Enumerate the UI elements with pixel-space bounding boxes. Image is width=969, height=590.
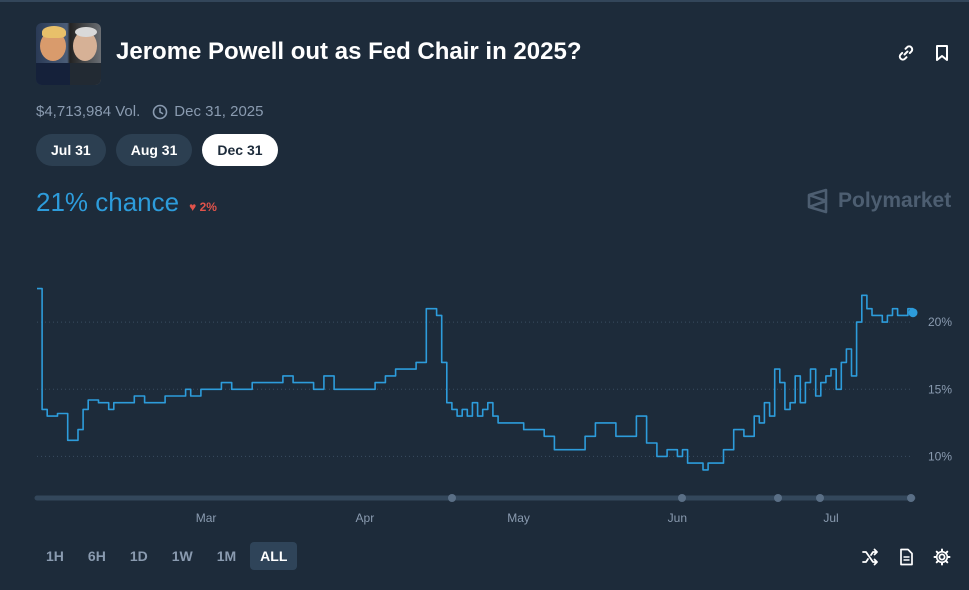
timeline-marker [678, 494, 686, 502]
end-date-text: Dec 31, 2025 [174, 103, 264, 120]
shuffle-icon[interactable] [861, 548, 879, 566]
series-line [37, 287, 914, 471]
clock-icon [152, 104, 168, 119]
market-meta: $4,713,984 Vol. Dec 31, 2025 [36, 103, 264, 120]
range-all-button[interactable]: ALL [250, 542, 298, 570]
document-icon[interactable] [897, 548, 915, 566]
chance-value: 21% chance [36, 187, 180, 217]
x-tick-label: Jun [668, 511, 687, 525]
chance-delta: ♥ 2% [189, 200, 217, 214]
x-tick-label: May [507, 511, 530, 525]
chance-display: 21% chance ♥ 2% [36, 187, 217, 218]
date-tab-dec-31[interactable]: Dec 31 [202, 134, 278, 166]
y-tick-label: 20% [928, 315, 952, 329]
volume-text: $4,713,984 Vol. [36, 103, 141, 120]
range-1d-button[interactable]: 1D [129, 548, 148, 564]
x-tick-label: Jul [823, 511, 838, 525]
range-1w-button[interactable]: 1W [171, 548, 193, 564]
y-tick-label: 15% [928, 382, 952, 396]
y-tick-label: 10% [928, 449, 952, 463]
range-6h-button[interactable]: 6H [87, 548, 106, 564]
series-end-point [908, 308, 918, 318]
timeline-marker [774, 494, 782, 502]
timeline-marker [448, 494, 456, 502]
market-image [36, 23, 101, 85]
date-tab-aug-31[interactable]: Aug 31 [115, 134, 193, 166]
link-icon[interactable] [897, 44, 915, 62]
chance-delta-value: 2% [199, 200, 217, 214]
range-1m-button[interactable]: 1M [216, 548, 237, 564]
brand-label: Polymarket [838, 189, 952, 212]
top-divider [0, 0, 969, 2]
polymarket-brand: Polymarket [806, 188, 951, 214]
down-triangle-icon: ♥ [189, 200, 197, 214]
polymarket-logo-icon [807, 188, 828, 214]
x-tick-label: Apr [356, 511, 375, 525]
timeline-marker [816, 494, 824, 502]
timeline-marker [907, 494, 915, 502]
date-tab-jul-31[interactable]: Jul 31 [36, 134, 106, 166]
date-tabs: Jul 31 Aug 31 Dec 31 [36, 134, 278, 166]
time-range-selector: 1H 6H 1D 1W 1M ALL [36, 542, 298, 570]
market-title: Jerome Powell out as Fed Chair in 2025? [116, 38, 582, 65]
bookmark-icon[interactable] [933, 44, 951, 62]
range-1h-button[interactable]: 1H [46, 548, 64, 564]
price-chart[interactable]: 10% 15% 20% Mar Apr May Jun Jul [0, 250, 969, 540]
x-tick-label: Mar [196, 511, 217, 525]
settings-icon[interactable] [933, 548, 951, 566]
